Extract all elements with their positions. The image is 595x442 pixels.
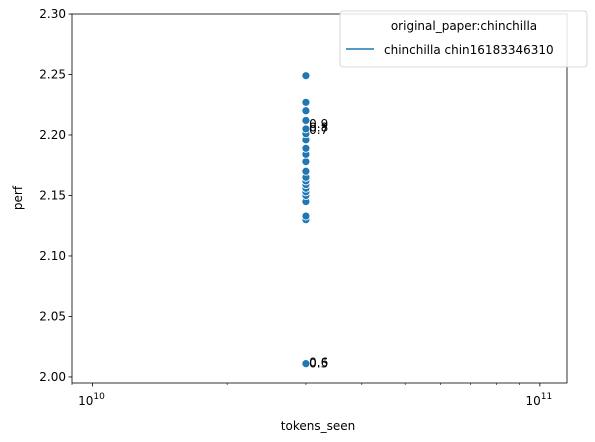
data-point	[301, 359, 311, 369]
y-tick-label: 2.00	[39, 370, 66, 384]
data-point	[301, 71, 311, 81]
y-tick-label: 2.30	[39, 7, 66, 21]
y-tick-label: 2.10	[39, 249, 66, 263]
x-axis: 1010 1011	[71, 383, 552, 408]
point-annotation: 0.5	[309, 357, 328, 371]
data-point	[301, 97, 311, 107]
data-point	[301, 157, 311, 167]
data-point	[301, 166, 311, 176]
x-tick-label: 1010	[78, 392, 105, 408]
data-point	[301, 116, 311, 125]
y-axis: 2.00 2.05 2.10 2.15 2.20 2.25 2.30	[39, 7, 72, 384]
y-axis-title: perf	[11, 185, 25, 210]
points-layer	[301, 71, 311, 369]
y-tick-label: 2.25	[39, 67, 66, 81]
point-annotation: 0.9	[309, 117, 328, 131]
legend-box	[339, 10, 588, 68]
x-tick-label: 1011	[525, 392, 552, 408]
legend-title: original_paper:chinchilla	[391, 19, 537, 33]
legend-entry-label: chinchilla chin16183346310	[384, 43, 554, 57]
legend: original_paper:chinchilla chinchilla chi…	[339, 10, 588, 68]
point-annotation: 0.8	[309, 121, 328, 135]
y-tick-label: 2.15	[39, 188, 66, 202]
y-tick-label: 2.20	[39, 128, 66, 142]
plot-frame	[71, 13, 568, 384]
data-point	[301, 106, 311, 116]
data-point	[301, 143, 311, 153]
x-axis-title: tokens_seen	[281, 419, 355, 433]
y-tick-label: 2.05	[39, 309, 66, 323]
annotations-layer: 0.50.6 0.70.80.9	[309, 117, 328, 371]
data-point	[301, 124, 311, 134]
data-point	[301, 211, 311, 221]
point-annotation: 0.6	[309, 355, 328, 369]
point-annotation: 0.7	[309, 123, 328, 137]
